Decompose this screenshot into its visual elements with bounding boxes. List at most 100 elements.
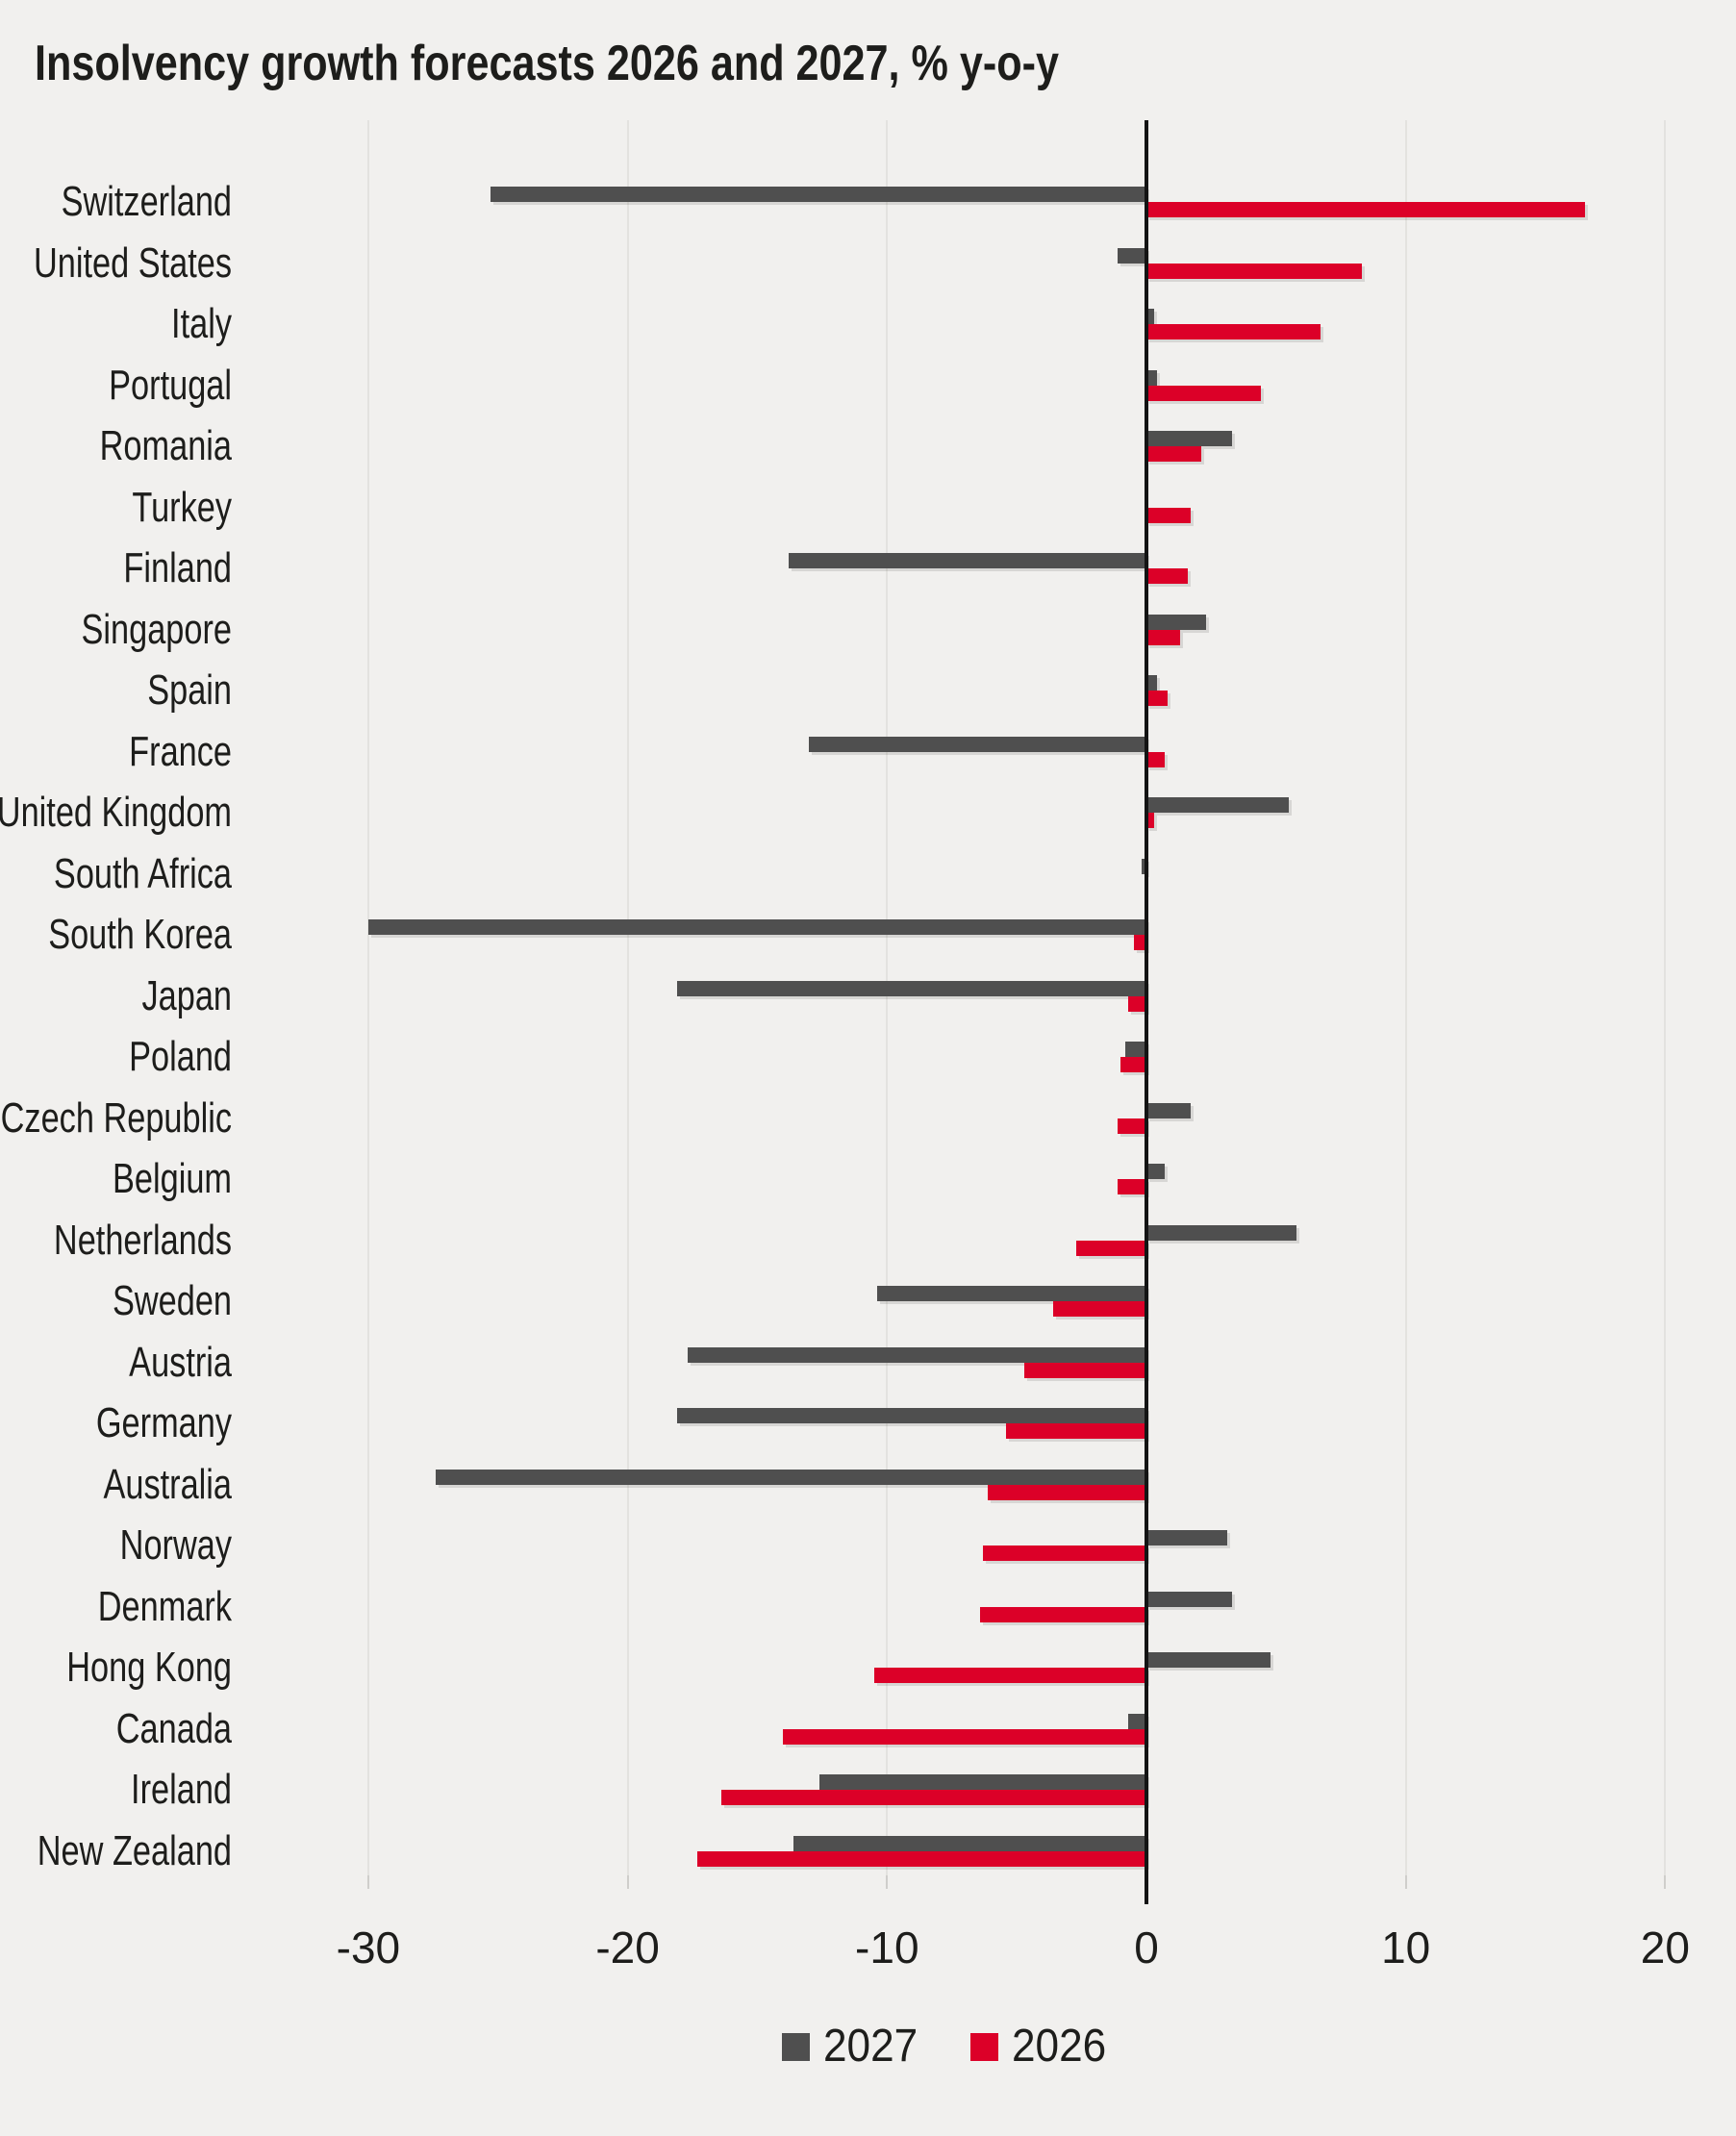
x-tick-mark--30 bbox=[366, 1875, 369, 1889]
bar-2027-finland bbox=[788, 553, 1146, 568]
bar-2027-south-korea bbox=[367, 919, 1146, 935]
bar-2026-germany bbox=[1006, 1423, 1146, 1439]
bar-2026-poland bbox=[1120, 1057, 1146, 1072]
bar-2027-switzerland bbox=[490, 187, 1146, 202]
bar-2026-new-zealand bbox=[697, 1850, 1146, 1867]
bar-2026-south-korea bbox=[1133, 935, 1146, 950]
row-label-belgium: Belgium bbox=[113, 1155, 232, 1202]
bar-2026-australia bbox=[988, 1484, 1146, 1500]
legend-item-2026: 2026 bbox=[969, 2021, 1115, 2072]
bar-2026-sweden bbox=[1052, 1301, 1146, 1317]
bar-2026-turkey bbox=[1146, 507, 1191, 523]
bar-2027-austria bbox=[687, 1346, 1146, 1363]
bar-2026-canada bbox=[783, 1728, 1146, 1745]
bar-2027-sweden bbox=[876, 1286, 1146, 1301]
bar-2027-portugal bbox=[1146, 369, 1157, 386]
legend-label-2026: 2026 bbox=[1011, 2021, 1107, 2072]
bar-2027-italy bbox=[1146, 309, 1155, 324]
bar-2027-norway bbox=[1146, 1530, 1227, 1545]
bar-2026-united-kingdom bbox=[1146, 813, 1155, 828]
row-label-canada: Canada bbox=[115, 1704, 232, 1752]
x-tick-mark--10 bbox=[886, 1875, 889, 1889]
bar-2027-japan bbox=[676, 980, 1146, 996]
x-tick-label--10: -10 bbox=[855, 1922, 919, 1973]
legend-item-2027: 2027 bbox=[782, 2022, 926, 2072]
bar-2027-canada bbox=[1128, 1713, 1146, 1729]
bar-2026-italy bbox=[1146, 324, 1321, 339]
row-label-poland: Poland bbox=[129, 1033, 232, 1080]
bar-2027-romania bbox=[1146, 431, 1232, 446]
row-label-netherlands: Netherlands bbox=[53, 1216, 233, 1264]
legend-swatch-2027 bbox=[782, 2032, 810, 2061]
row-label-norway: Norway bbox=[119, 1521, 232, 1569]
row-label-germany: Germany bbox=[95, 1399, 232, 1446]
bar-2027-australia bbox=[436, 1469, 1146, 1485]
bar-2026-czech-republic bbox=[1118, 1118, 1146, 1134]
bar-2026-denmark bbox=[980, 1606, 1146, 1622]
bar-2026-hong-kong bbox=[873, 1668, 1146, 1683]
gridline--10 bbox=[886, 120, 889, 1875]
row-label-italy: Italy bbox=[171, 300, 232, 347]
bar-2027-poland bbox=[1125, 1042, 1146, 1057]
row-label-finland: Finland bbox=[123, 544, 232, 591]
row-label-australia: Australia bbox=[103, 1460, 232, 1508]
chart-title: Insolvency growth forecasts 2026 and 202… bbox=[35, 36, 1060, 91]
row-label-united-states: United States bbox=[33, 239, 232, 287]
bar-2026-belgium bbox=[1118, 1179, 1146, 1194]
x-tick-label-10: 10 bbox=[1381, 1922, 1431, 1973]
row-label-france: France bbox=[129, 727, 232, 775]
row-label-ireland: Ireland bbox=[131, 1766, 232, 1813]
row-label-austria: Austria bbox=[129, 1338, 232, 1386]
row-label-new-zealand: New Zealand bbox=[37, 1826, 232, 1874]
bar-2027-south-africa bbox=[1141, 858, 1146, 874]
bar-2027-new-zealand bbox=[793, 1835, 1146, 1851]
bar-2027-germany bbox=[676, 1408, 1146, 1423]
x-tick-label--20: -20 bbox=[595, 1922, 660, 1973]
bar-2027-france bbox=[809, 736, 1146, 752]
x-tick-label-20: 20 bbox=[1640, 1922, 1690, 1973]
row-label-turkey: Turkey bbox=[132, 483, 232, 531]
row-label-czech-republic: Czech Republic bbox=[0, 1093, 232, 1142]
bar-2026-spain bbox=[1146, 691, 1168, 706]
bar-2027-hong-kong bbox=[1146, 1652, 1271, 1668]
bar-2026-finland bbox=[1146, 568, 1189, 584]
row-label-singapore: Singapore bbox=[81, 605, 232, 653]
gridline--30 bbox=[366, 120, 369, 1875]
bar-2027-denmark bbox=[1146, 1591, 1232, 1607]
row-label-sweden: Sweden bbox=[112, 1277, 232, 1324]
legend-label-2027: 2027 bbox=[823, 2021, 918, 2072]
bar-2027-netherlands bbox=[1146, 1224, 1297, 1241]
row-label-united-kingdom: United Kingdom bbox=[0, 789, 232, 836]
gridline-20 bbox=[1664, 120, 1667, 1875]
bar-2026-netherlands bbox=[1076, 1240, 1146, 1256]
bar-2026-norway bbox=[983, 1545, 1146, 1561]
bar-2027-united-states bbox=[1118, 247, 1146, 264]
bar-2026-singapore bbox=[1146, 629, 1181, 645]
bar-2026-ireland bbox=[720, 1790, 1146, 1805]
row-label-spain: Spain bbox=[147, 666, 232, 714]
bar-2026-france bbox=[1146, 751, 1165, 767]
row-label-hong-kong: Hong Kong bbox=[66, 1644, 232, 1691]
legend-swatch-2026 bbox=[969, 2032, 998, 2061]
row-label-south-korea: South Korea bbox=[48, 911, 232, 958]
row-label-switzerland: Switzerland bbox=[61, 178, 232, 225]
chart-legend: 2027 2026 bbox=[782, 2022, 1115, 2072]
row-label-japan: Japan bbox=[141, 971, 232, 1019]
gridline-10 bbox=[1404, 120, 1407, 1875]
row-label-denmark: Denmark bbox=[97, 1582, 232, 1630]
bar-2026-japan bbox=[1128, 995, 1146, 1012]
row-label-south-africa: South Africa bbox=[53, 849, 233, 897]
bar-2027-spain bbox=[1146, 675, 1157, 691]
gridline--20 bbox=[626, 120, 629, 1875]
x-tick-mark-20 bbox=[1664, 1875, 1667, 1889]
bar-2027-czech-republic bbox=[1146, 1102, 1191, 1118]
row-label-romania: Romania bbox=[99, 422, 232, 469]
bar-2026-united-states bbox=[1146, 263, 1362, 279]
x-tick-label--30: -30 bbox=[336, 1922, 401, 1973]
x-tick-label-0: 0 bbox=[1134, 1922, 1159, 1973]
bar-2026-romania bbox=[1146, 446, 1201, 462]
bar-2027-ireland bbox=[819, 1774, 1146, 1790]
bar-2026-switzerland bbox=[1146, 202, 1585, 217]
